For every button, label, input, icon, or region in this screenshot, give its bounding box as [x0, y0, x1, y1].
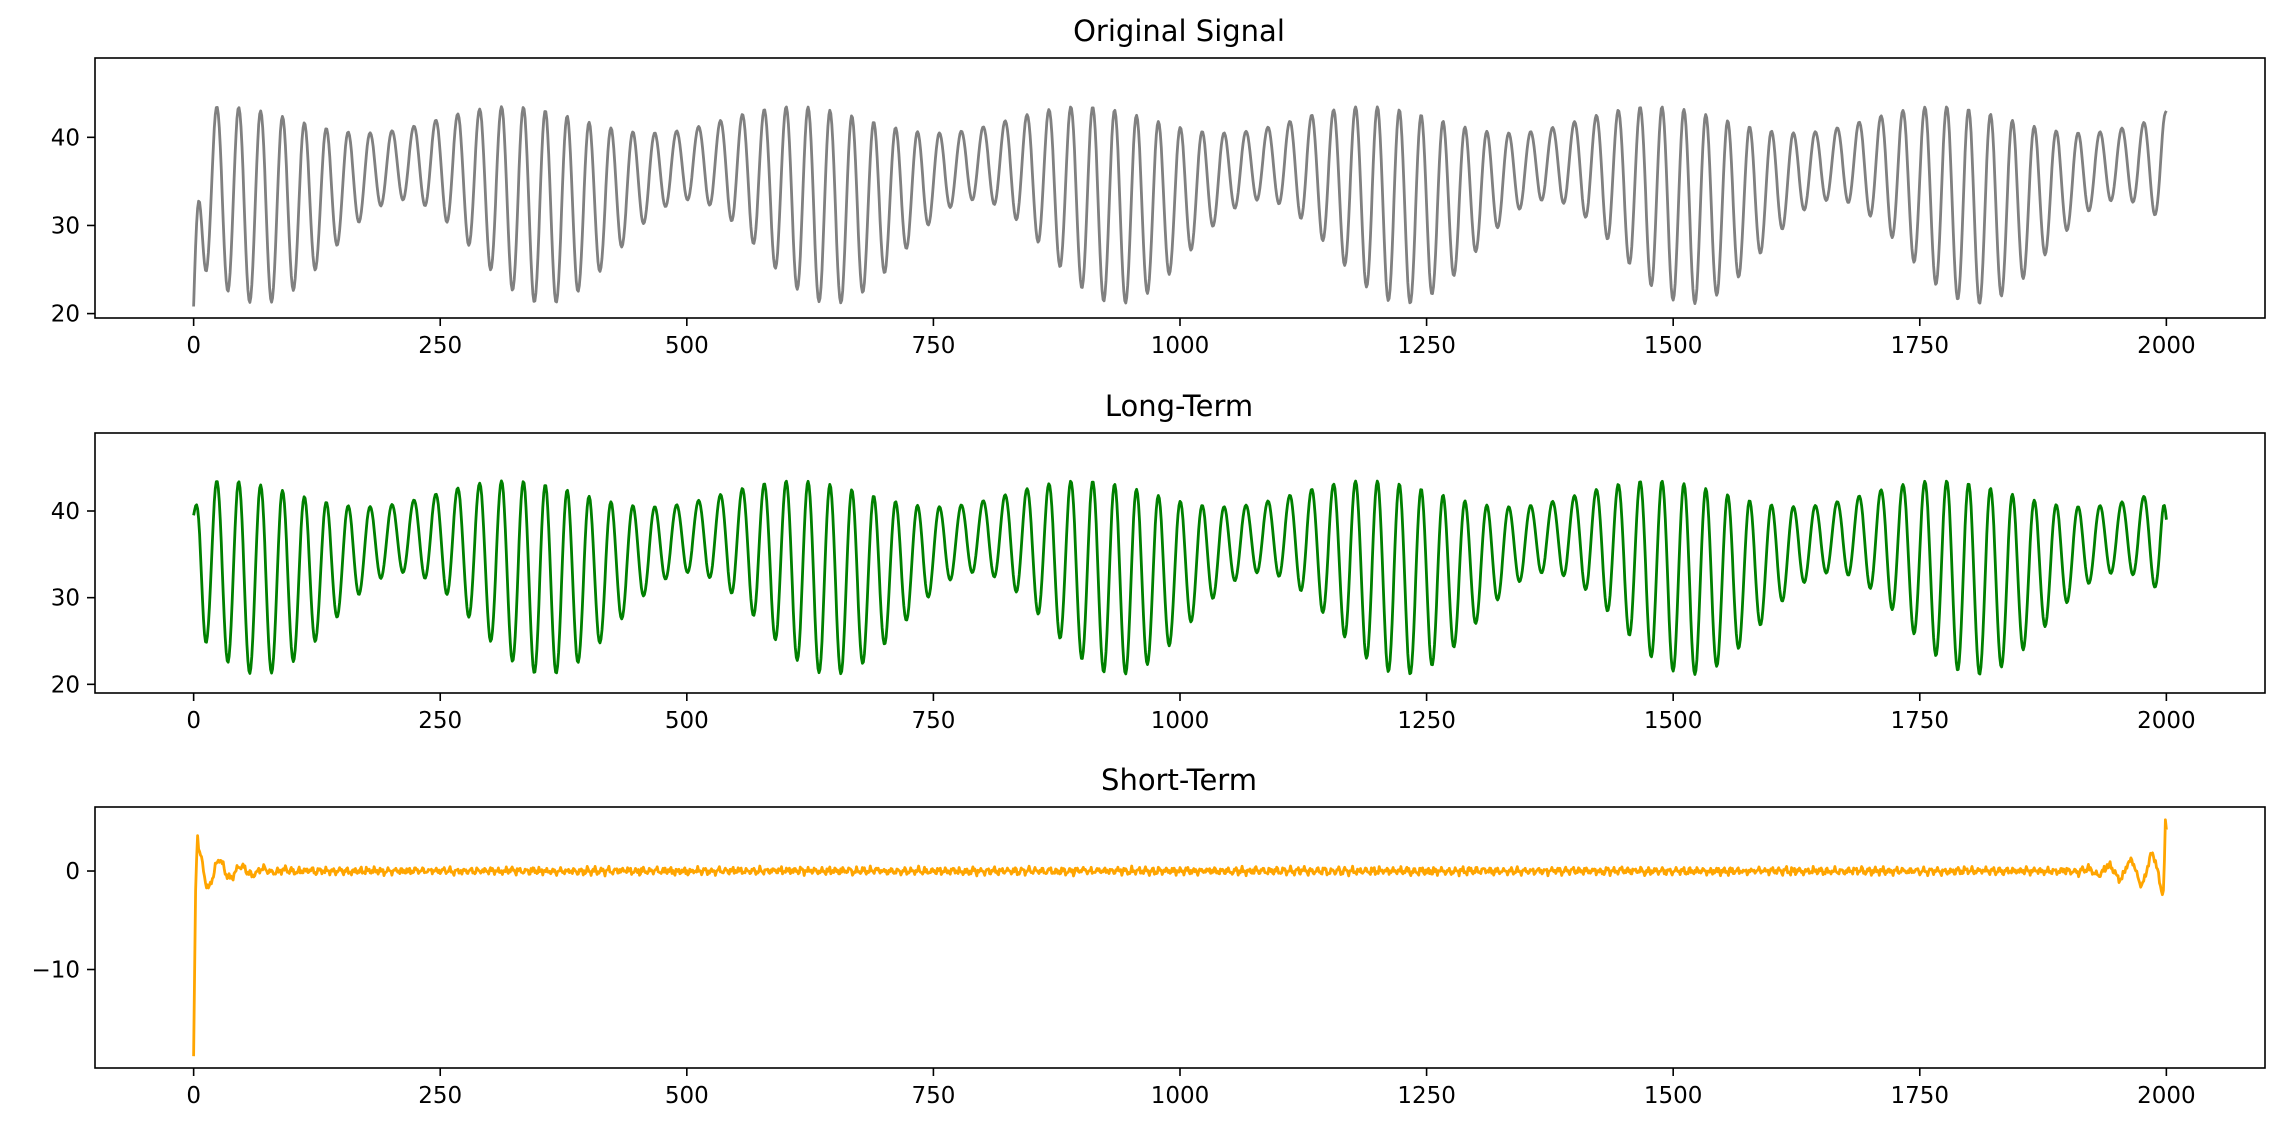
axes: 0 250 500 750 1000 1250 1500 1750 2000 20 30 40: [51, 57, 2266, 359]
y-tick-label: 20: [51, 302, 80, 328]
axes: 0 250 500 750 1000 1250 1500 1750 2000 20 30 40: [51, 432, 2266, 734]
subplot-title: Short-Term: [1101, 763, 1257, 797]
subplot-long-term: Long-Term 0 250 500 750 1000 1250 1500 1750 2000…: [51, 389, 2266, 734]
x-tick-label: 250: [418, 708, 462, 734]
y-tick-label: 40: [51, 125, 80, 151]
x-tick-label: 1750: [1890, 708, 1949, 734]
x-tick-label: 1750: [1890, 1083, 1949, 1109]
x-tick-label: 1750: [1890, 333, 1949, 359]
axes: 0 250 500 750 1000 1250 1500 1750 2000 −10 0: [31, 806, 2266, 1109]
y-tick-label: −10: [31, 958, 80, 984]
x-tick-label: 1500: [1644, 333, 1703, 359]
y-tick-label: 30: [51, 213, 80, 239]
x-tick-label: 750: [911, 708, 955, 734]
x-tick-label: 500: [665, 333, 709, 359]
x-tick-label: 750: [911, 1083, 955, 1109]
x-tick-label: 1500: [1644, 708, 1703, 734]
x-tick-label: 1000: [1151, 333, 1210, 359]
y-tick-label: 20: [51, 672, 80, 698]
subplot-title: Long-Term: [1105, 389, 1253, 423]
y-tick-label: 40: [51, 499, 80, 525]
x-tick-label: 500: [665, 708, 709, 734]
x-tick-label: 1250: [1397, 333, 1456, 359]
y-tick-label: 30: [51, 586, 80, 612]
series-line: [192, 105, 2168, 307]
x-tick-label: 1000: [1151, 708, 1210, 734]
series-line: [192, 479, 2168, 676]
x-tick-label: 2000: [2137, 708, 2196, 734]
subplot-original-signal: Original Signal 0 250 500 750 1000 1250 1500 17…: [51, 14, 2266, 359]
x-tick-label: 1000: [1151, 1083, 1210, 1109]
x-tick-label: 250: [418, 333, 462, 359]
x-tick-label: 1250: [1397, 708, 1456, 734]
x-tick-label: 500: [665, 1083, 709, 1109]
subplot-short-term: Short-Term 0 250 500 750 1000 1250 1500 1750 200…: [31, 763, 2266, 1109]
x-tick-label: 2000: [2137, 333, 2196, 359]
x-tick-label: 1500: [1644, 1083, 1703, 1109]
x-tick-label: 0: [186, 708, 201, 734]
x-tick-label: 250: [418, 1083, 462, 1109]
x-tick-label: 0: [186, 333, 201, 359]
y-tick-label: 0: [65, 859, 80, 885]
x-tick-label: 750: [911, 333, 955, 359]
x-tick-label: 2000: [2137, 1083, 2196, 1109]
x-tick-label: 0: [186, 1083, 201, 1109]
x-tick-label: 1250: [1397, 1083, 1456, 1109]
series-line: [192, 818, 2168, 1057]
subplot-title: Original Signal: [1073, 14, 1285, 48]
